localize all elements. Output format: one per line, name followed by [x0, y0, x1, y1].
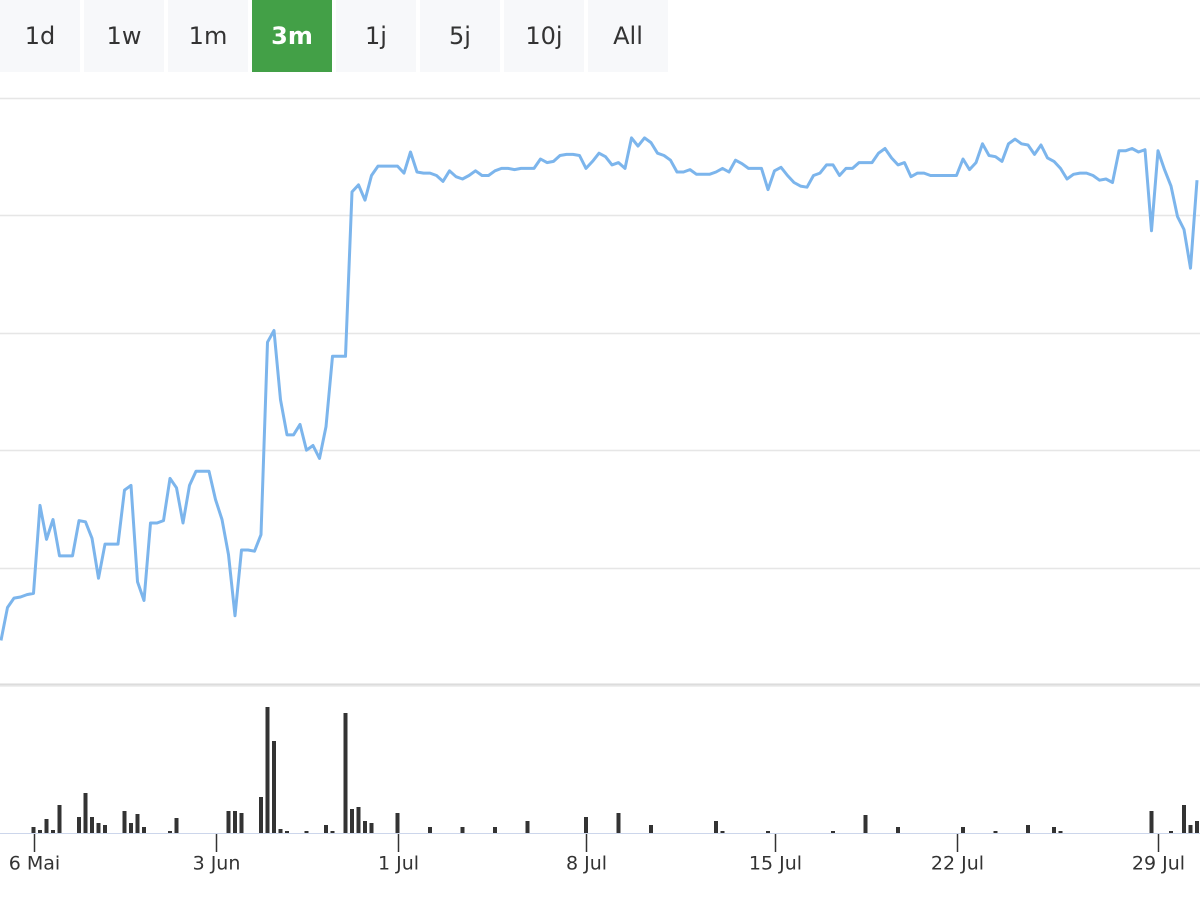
volume-bar: [239, 813, 244, 833]
volume-bar: [129, 823, 133, 833]
range-button[interactable]: All: [588, 0, 668, 72]
volume-bar: [1195, 821, 1199, 833]
volume-bar: [460, 827, 465, 833]
volume-bar: [395, 813, 400, 833]
volume-bar: [278, 829, 283, 833]
volume-bar: [863, 815, 868, 833]
volume-bar: [44, 819, 49, 833]
volume-bar: [77, 817, 81, 833]
volume-bar: [896, 827, 900, 833]
volume-bar: [304, 831, 309, 833]
range-selector: 1d 1w 1m 3m 1j 5j 10j All: [0, 0, 668, 72]
volume-bar: [343, 713, 348, 833]
volume-bar: [369, 823, 374, 833]
volume-bar: [1188, 825, 1193, 833]
volume-bar: [766, 831, 770, 833]
volume-bar: [57, 805, 62, 833]
volume-bar: [233, 811, 237, 833]
volume-bar: [1058, 831, 1063, 833]
volume-bar: [83, 793, 88, 833]
range-button[interactable]: 1m: [168, 0, 248, 72]
volume-bar: [1182, 805, 1186, 833]
x-tick-label: 29 Jul: [1132, 853, 1185, 875]
volume-bar: [174, 818, 179, 833]
range-button[interactable]: 10j: [504, 0, 584, 72]
volume-bar: [226, 811, 231, 833]
volume-bar: [1149, 811, 1154, 833]
volume-bar: [122, 811, 127, 833]
x-tick-label: 1 Jul: [378, 853, 419, 875]
volume-bar: [493, 827, 497, 833]
volume-bar: [525, 821, 530, 833]
volume-bar: [324, 825, 328, 833]
volume-bar: [1169, 831, 1173, 833]
volume-bar: [31, 827, 36, 833]
volume-bar: [720, 831, 725, 833]
range-button[interactable]: 1j: [336, 0, 416, 72]
volume-bar: [584, 817, 588, 833]
x-tick-label: 15 Jul: [749, 853, 802, 875]
volume-bar: [649, 825, 653, 833]
range-button[interactable]: 3m: [252, 0, 332, 72]
volume-bar: [1052, 827, 1056, 833]
volume-bar: [330, 831, 335, 833]
volume-bar: [259, 797, 263, 833]
volume-bar: [103, 825, 107, 833]
volume-bar: [350, 809, 354, 833]
volume-bar: [168, 831, 172, 833]
volume-bar: [272, 741, 276, 833]
volume-bar: [363, 821, 367, 833]
range-button[interactable]: 1w: [84, 0, 164, 72]
range-button[interactable]: 5j: [420, 0, 500, 72]
volume-bar: [356, 807, 361, 833]
volume-bar: [993, 831, 998, 833]
volume-bar: [714, 821, 718, 833]
volume-bar: [285, 831, 289, 833]
volume-bar: [51, 830, 55, 833]
range-button[interactable]: 1d: [0, 0, 80, 72]
volume-bar: [135, 814, 140, 833]
volume-bar: [428, 827, 432, 833]
x-tick-label: 22 Jul: [931, 853, 984, 875]
x-tick-label: 6 Mai: [9, 853, 60, 875]
volume-bar: [265, 707, 270, 833]
volume-bar: [96, 823, 101, 833]
x-tick-label: 3 Jun: [193, 853, 241, 875]
volume-bar: [90, 817, 94, 833]
volume-bar: [961, 827, 965, 833]
volume-bar: [616, 813, 621, 833]
volume-bar: [831, 831, 835, 833]
volume-bar: [38, 830, 42, 833]
volume-bar: [1026, 825, 1030, 833]
x-tick-label: 8 Jul: [566, 853, 607, 875]
volume-bar: [142, 827, 146, 833]
price-line: [0, 136, 1199, 641]
